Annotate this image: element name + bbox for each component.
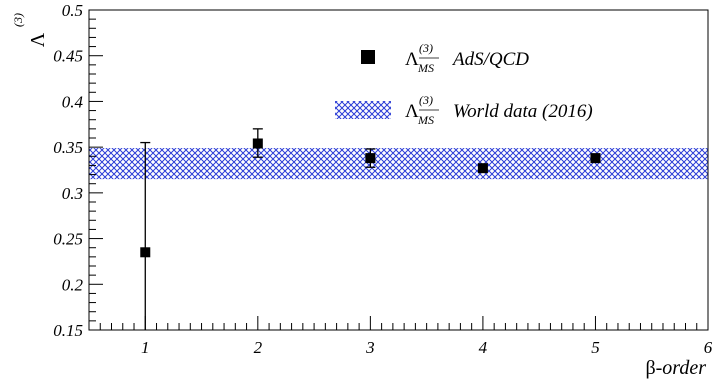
x-tick-label: 6 [704,338,712,357]
y-axis-symbol: Λ [27,32,49,47]
legend-superscript-2: (3) [419,93,433,107]
y-tick-label: 0.4 [62,92,84,111]
x-axis-title-italic: order [662,357,706,379]
legend-band-swatch [335,101,391,119]
data-point [252,138,263,149]
x-tick-label: 1 [141,338,150,357]
legend: Λ (3) MS AdS/QCD Λ (3) MS World data (20… [335,41,593,127]
legend-label-1: AdS/QCD [451,49,529,70]
plot-frame [88,9,709,331]
y-tick-label: 0.35 [53,138,83,157]
y-tick-label: 0.3 [62,184,83,203]
legend-symbol-2: Λ [405,101,419,122]
legend-label-2: World data (2016) [453,101,593,122]
data-point [477,163,488,174]
y-tick-label: 0.15 [53,321,83,340]
world-data-band [89,148,708,180]
x-tick-label: 5 [591,338,600,357]
y-tick-label: 0.2 [62,275,84,294]
data-point [365,153,376,164]
y-tick-label: 0.45 [53,47,83,66]
data-point [590,153,601,164]
y-tick-label: 0.25 [53,230,83,249]
x-axis-title-prefix: β- [645,357,662,379]
svg-text:(3): (3) [11,13,25,27]
legend-subscript-1: MS [417,61,434,75]
svg-text:Λ: Λ [27,32,49,47]
data-point [140,247,151,258]
x-tick-label: 4 [479,338,488,357]
y-axis-superscript: (3) [11,13,25,27]
legend-marker-square [361,50,375,64]
legend-superscript-1: (3) [419,41,433,55]
x-tick-label: 2 [254,338,263,357]
x-tick-label: 3 [365,338,375,357]
legend-subscript-2: MS [417,113,434,127]
y-tick-label: 0.5 [62,1,83,20]
y-axis-title: Λ [27,32,49,47]
x-axis-title: β-order [645,357,706,379]
legend-symbol-1: Λ [405,49,419,70]
